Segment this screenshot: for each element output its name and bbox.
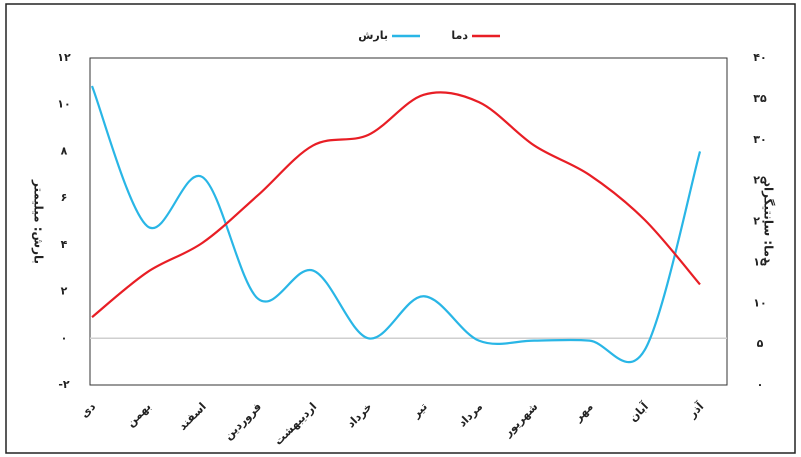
y2-tick-label: ۴۰ — [753, 51, 766, 64]
y-tick-label: ۰ — [61, 331, 68, 344]
y2-tick-label: ۳۵ — [753, 92, 767, 105]
chart: بارش: میلیمتر دما: سانتیگراد -۲۰۲۴۶۸۱۰۱۲… — [0, 0, 801, 457]
y-tick-label: ۱۰ — [57, 98, 70, 111]
y2-tick-label: ۱۰ — [753, 296, 766, 309]
y2-tick-label: ۰ — [757, 378, 764, 391]
legend-label: بارش — [358, 29, 388, 42]
y2-tick-label: ۲۵ — [753, 174, 767, 187]
y-tick-label: ۲ — [61, 285, 68, 298]
y2-tick-label: ۱۵ — [753, 255, 767, 268]
y-axis-title: بارش: میلیمتر — [32, 179, 46, 264]
y-tick-label: ۶ — [61, 191, 68, 204]
legend-label: دما — [451, 29, 468, 42]
y-tick-label: ۱۲ — [57, 51, 71, 64]
y-tick-label: ۸ — [61, 144, 68, 157]
y-tick-label: -۲ — [58, 378, 70, 391]
y-tick-label: ۴ — [61, 238, 68, 251]
y2-tick-label: ۳۰ — [753, 133, 766, 146]
y2-tick-label: ۲۰ — [753, 215, 766, 228]
y2-tick-label: ۵ — [757, 337, 764, 350]
chart-frame — [6, 4, 795, 453]
